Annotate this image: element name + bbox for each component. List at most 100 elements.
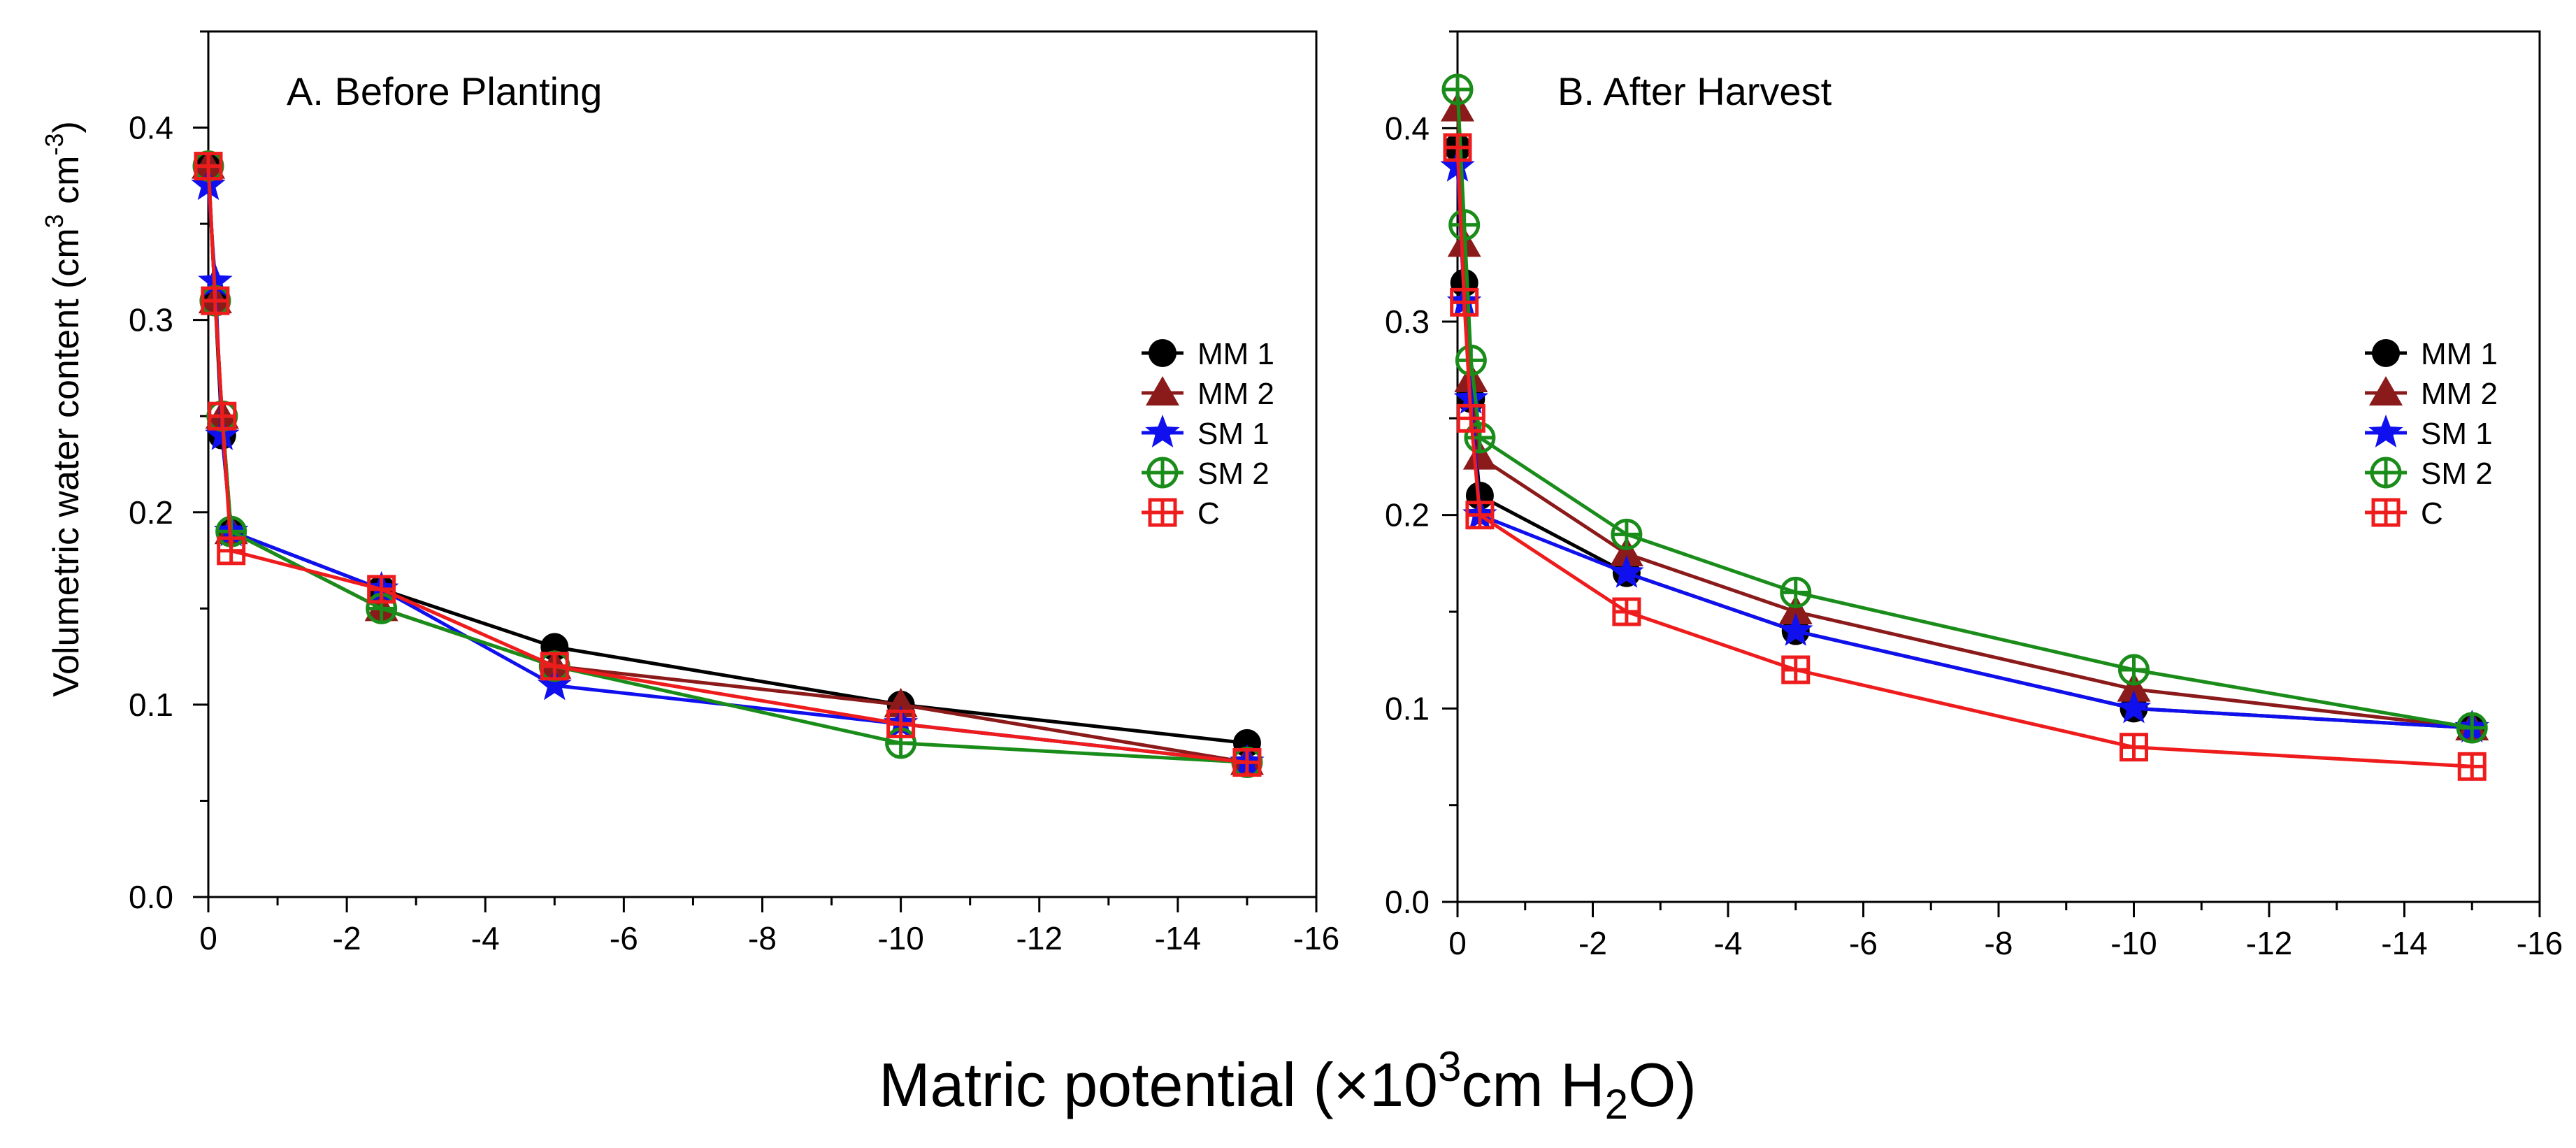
data-point [1612, 597, 1641, 626]
x-tick-label: -6 [1849, 925, 1878, 961]
marker-cross [888, 711, 914, 737]
y-tick-label: 0.4 [1385, 110, 1430, 146]
legend: MM 1 MM 2 SM 1 SM 2 C [1142, 337, 1274, 531]
data-point [1455, 344, 1487, 376]
x-tick-label: -16 [1293, 920, 1339, 956]
plot-frame [1456, 30, 2541, 903]
legend-marker [2372, 339, 2400, 367]
x-tick-label: -14 [2381, 925, 2427, 961]
legend-label: C [1197, 496, 1220, 531]
data-point [1780, 576, 1812, 608]
x-tick-label: -2 [333, 920, 361, 956]
data-point [2456, 712, 2488, 744]
legend-marker [1148, 498, 1177, 527]
data-point [1609, 537, 1643, 566]
y-tick-label: 0.4 [129, 110, 173, 146]
data-point [208, 401, 237, 431]
series-mm-2 [192, 149, 1264, 775]
data-point [217, 536, 246, 566]
data-point [1456, 403, 1485, 433]
marker-cross [1612, 520, 1641, 549]
marker-cross [1783, 657, 1808, 682]
y-tick-label: 0.1 [1385, 690, 1430, 726]
legend-label: MM 2 [2421, 377, 2498, 411]
data-point [540, 652, 569, 681]
marker-cross [2373, 500, 2398, 525]
series-line [206, 166, 1248, 764]
data-point [1441, 73, 1474, 106]
marker-cross [2459, 754, 2485, 780]
data-point [1443, 133, 1472, 162]
data-point [201, 286, 230, 315]
y-tick-label: 0.2 [1385, 497, 1430, 533]
marker-cross [1467, 502, 1492, 528]
marker-cross [2372, 459, 2400, 487]
marker-cross [1458, 406, 1484, 431]
legend-label: SM 2 [2421, 457, 2493, 491]
panel-after-harvest: 0 -2 -4 -6 -8 -10 -12 -14 -16 0.0 0.1 0.2 0.3 0.4 B. A… [1385, 30, 2563, 961]
data-point [194, 152, 223, 181]
marker-cross [1445, 135, 1470, 160]
marker-cross [2458, 714, 2487, 742]
panel-title: A. Before Planting [287, 69, 602, 113]
x-tick-label: -6 [610, 920, 638, 956]
legend-label: MM 2 [1197, 377, 1274, 411]
x-tick-label: -4 [1714, 925, 1743, 961]
x-axis-title: Matric potential (×103cm H2O) [879, 1043, 1697, 1128]
x-tick-label: -12 [1016, 920, 1063, 956]
data-point [1232, 747, 1262, 777]
y-axis-title: Volumetric water content (cm3 cm-3) [40, 121, 87, 697]
legend-marker [2371, 498, 2401, 527]
marker-cross [1150, 500, 1175, 525]
legend-label: SM 1 [1197, 417, 1269, 451]
series-line [206, 166, 1248, 764]
data-point [886, 709, 916, 738]
series-line [206, 166, 1248, 764]
series-line [1455, 147, 2473, 768]
x-tick-label: 0 [1448, 925, 1467, 961]
data-point [367, 575, 396, 604]
series-mm-2 [1441, 92, 2489, 740]
panel-title: B. After Harvest [1557, 69, 1832, 113]
series-line [206, 166, 1248, 745]
y-tick-label: 0.2 [129, 494, 173, 531]
series-sm-2 [1441, 73, 2488, 744]
data-point [1781, 655, 1811, 684]
marker-cross [202, 288, 228, 314]
legend-marker [1146, 457, 1179, 489]
legend-marker [2369, 376, 2403, 406]
marker-cross [2121, 734, 2147, 760]
x-tick-label: -8 [1985, 925, 2013, 961]
x-tick-label: -12 [2246, 925, 2292, 961]
data-point [2457, 752, 2487, 781]
series-line [1455, 166, 2473, 730]
x-tick-label: -10 [877, 920, 923, 956]
legend-marker [2368, 415, 2403, 447]
data-point [1450, 287, 1479, 317]
legend-label: SM 2 [1197, 457, 1269, 491]
legend-marker [1145, 415, 1180, 447]
y-tick-label: 0.3 [1385, 303, 1430, 340]
marker-cross [1457, 346, 1485, 375]
series-sm-1 [1440, 148, 2489, 742]
y-tick-label: 0.0 [1385, 884, 1430, 920]
legend-marker [1146, 376, 1179, 406]
marker-cross [1450, 210, 1478, 239]
marker-cross [1149, 459, 1177, 487]
x-tick-label: -2 [1578, 925, 1607, 961]
marker-cross [218, 538, 244, 564]
marker-cross [1234, 749, 1260, 775]
y-tick-label: 0.3 [129, 302, 173, 338]
x-tick-label: -16 [2517, 925, 2563, 961]
marker-cross [1781, 578, 1810, 607]
data-point [1462, 440, 1497, 470]
marker-cross [209, 403, 235, 429]
x-tick-label: 0 [199, 920, 217, 956]
data-point [1465, 501, 1495, 530]
y-tick-label: 0.0 [129, 879, 173, 915]
data-point [1448, 209, 1481, 241]
data-point [2117, 672, 2151, 702]
x-tick-label: -8 [748, 920, 777, 956]
